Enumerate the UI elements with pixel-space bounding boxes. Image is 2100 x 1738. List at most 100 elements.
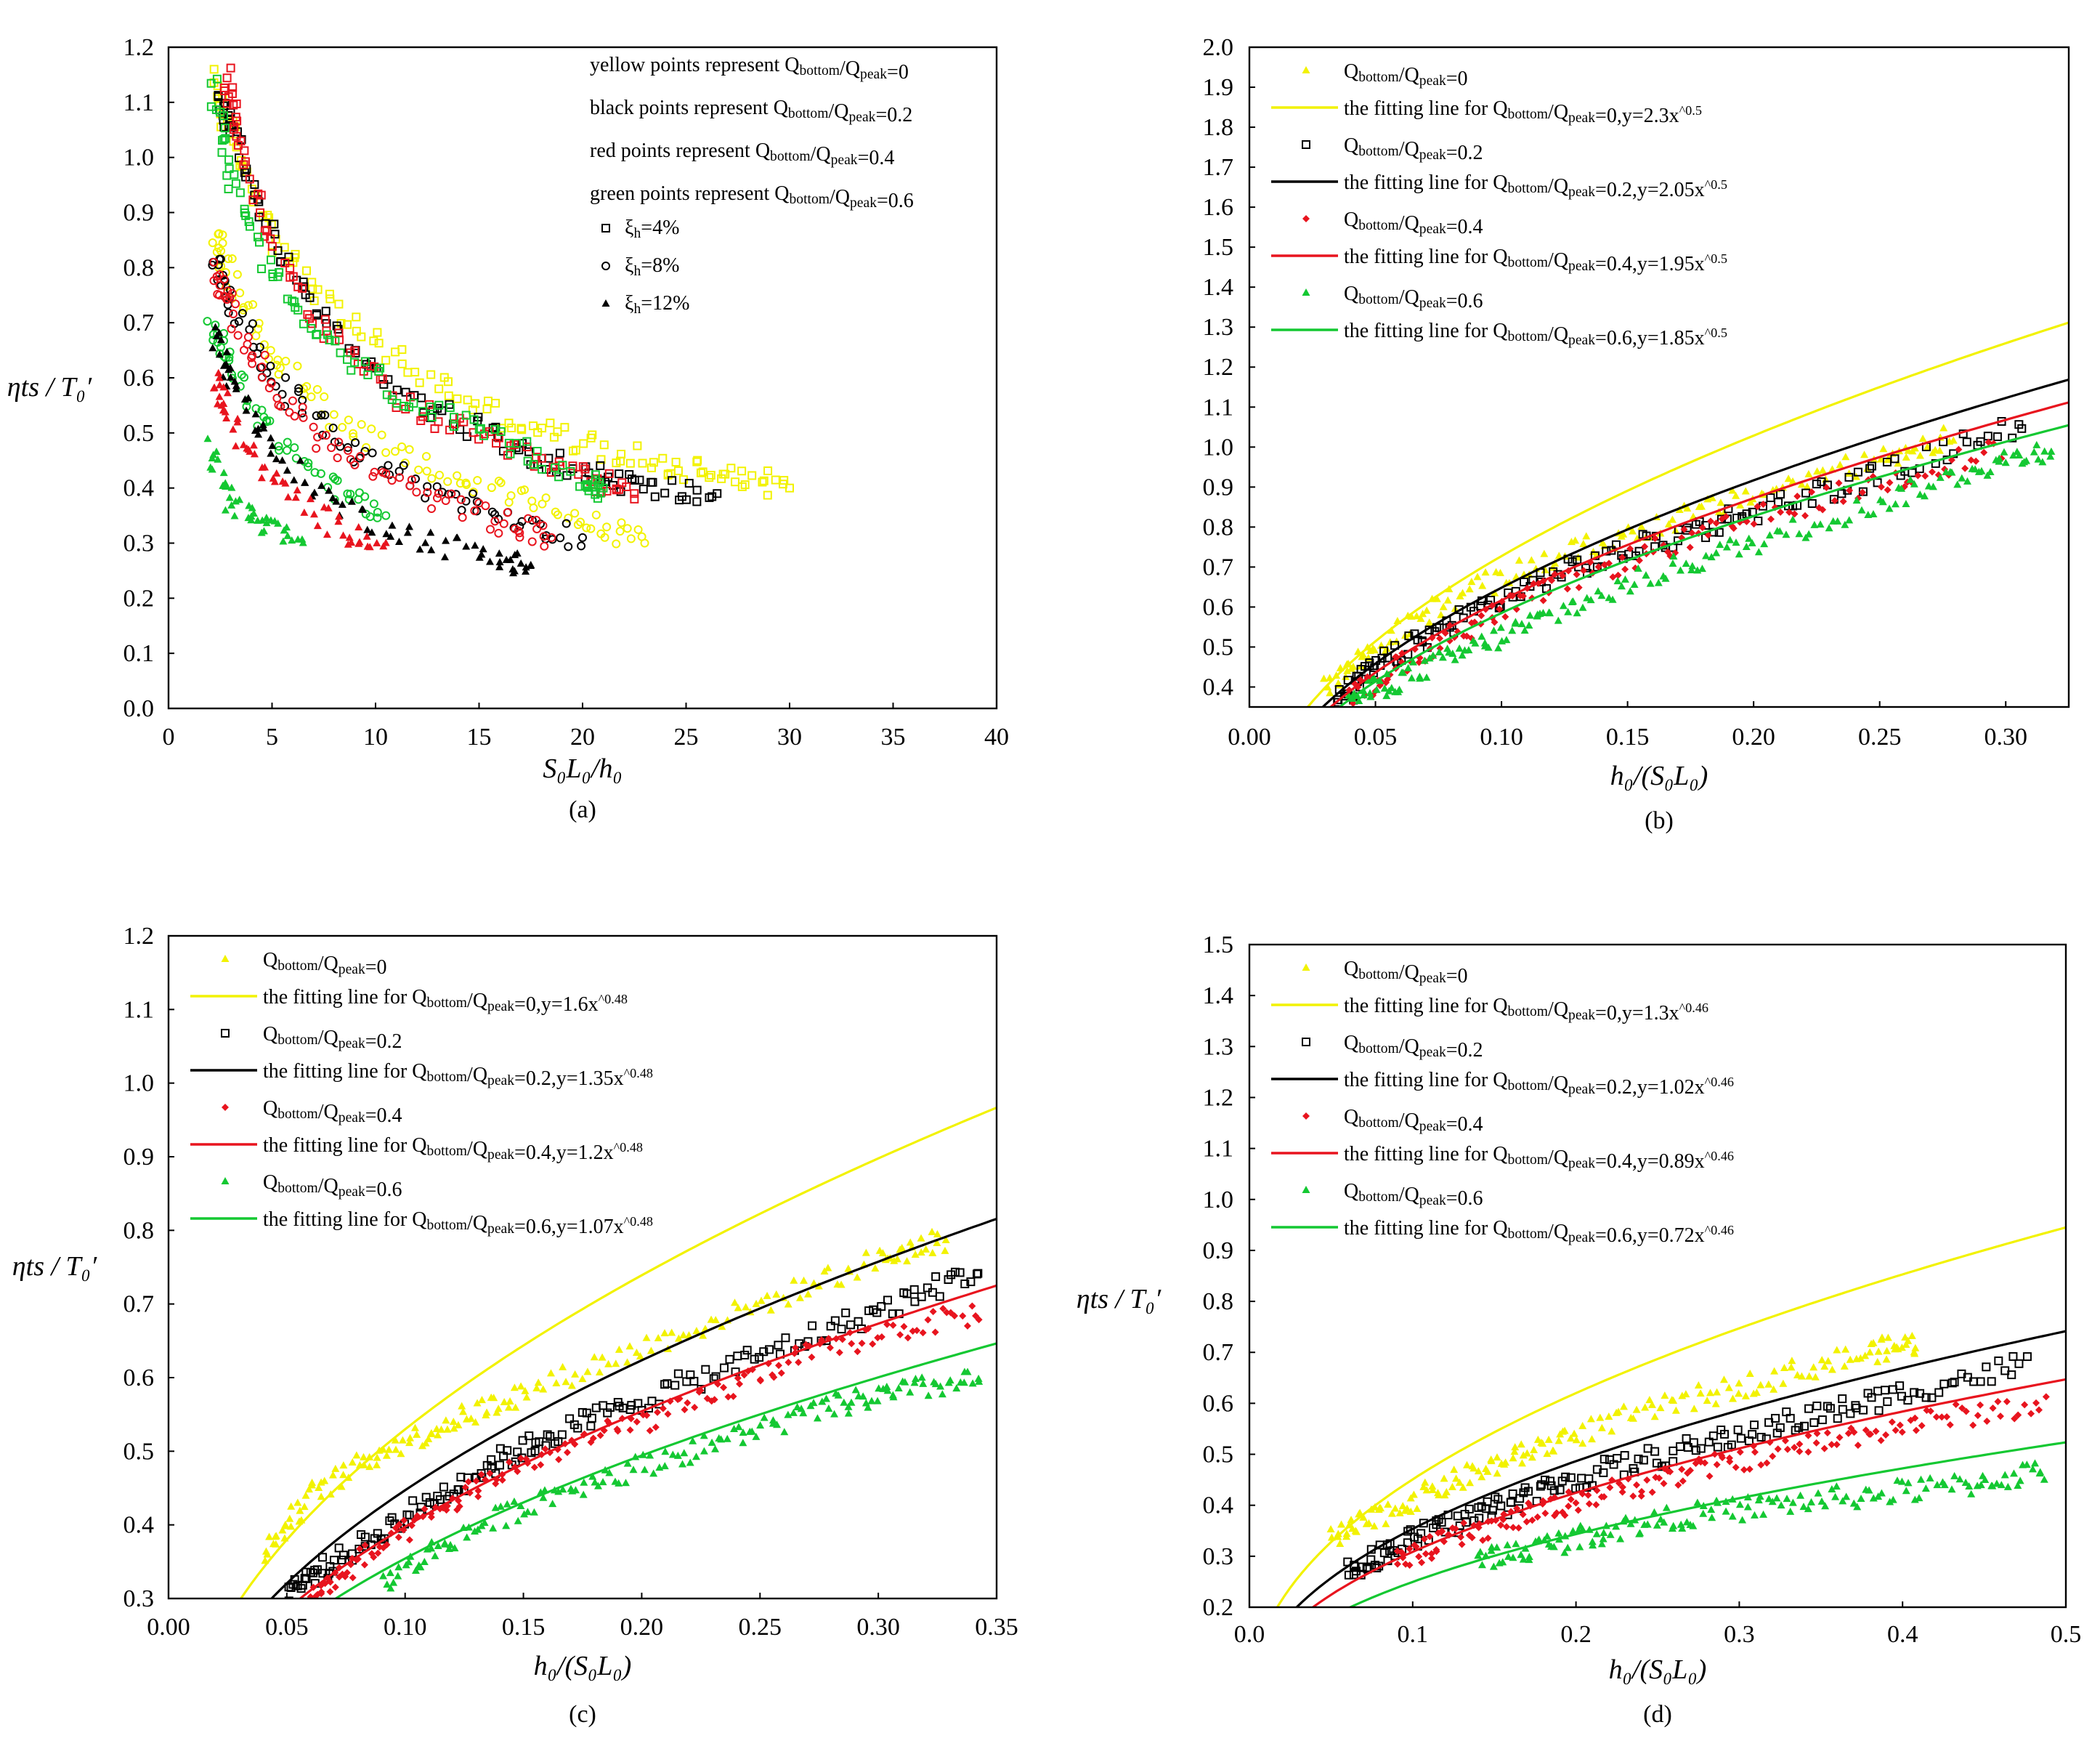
- data-point: [1669, 552, 1678, 560]
- data-point: [1538, 1439, 1547, 1447]
- data-point: [1727, 1440, 1736, 1450]
- data-point: [1780, 1364, 1788, 1372]
- data-point: [1858, 1405, 1868, 1415]
- data-point: [1579, 539, 1588, 547]
- data-point: [219, 83, 229, 92]
- data-point: [459, 1407, 468, 1415]
- data-point: [474, 1487, 482, 1495]
- data-point: [226, 63, 235, 73]
- data-point: [518, 1436, 527, 1445]
- data-point: [427, 474, 437, 483]
- series-9: [208, 323, 535, 577]
- panel-label: (d): [1643, 1701, 1672, 1728]
- data-point: [443, 377, 453, 387]
- data-point: [629, 1466, 638, 1474]
- data-point: [944, 1275, 953, 1285]
- x-tick-label: 0.35: [975, 1614, 1018, 1641]
- data-point: [221, 506, 230, 514]
- data-point: [1508, 1489, 1517, 1498]
- data-point: [1797, 1372, 1806, 1380]
- data-point: [596, 455, 606, 464]
- data-point: [1982, 1362, 1991, 1372]
- data-point: [257, 474, 266, 482]
- data-point: [224, 155, 234, 164]
- data-point: [1335, 681, 1344, 689]
- data-point: [405, 1511, 414, 1520]
- data-point: [1501, 1458, 1510, 1466]
- y-tick-label: 1.6: [1203, 194, 1234, 221]
- y-tick-label: 0.5: [123, 1438, 155, 1465]
- data-point: [1947, 1378, 1957, 1388]
- data-point: [1722, 543, 1731, 551]
- data-point: [257, 373, 267, 382]
- data-point: [1554, 1436, 1563, 1444]
- data-point: [1756, 1432, 1766, 1442]
- data-point: [1831, 497, 1838, 505]
- data-point: [878, 1248, 887, 1256]
- data-point: [1807, 498, 1817, 508]
- data-point: [1770, 1367, 1779, 1375]
- y-tick-label: 1.2: [1203, 354, 1234, 381]
- data-point: [646, 1451, 654, 1459]
- data-point: [660, 488, 670, 498]
- data-point: [246, 222, 255, 231]
- data-point: [1809, 1363, 1818, 1371]
- data-point: [1517, 620, 1526, 628]
- legend-entry: ξh=8%: [625, 254, 679, 279]
- data-point: [320, 315, 330, 324]
- data-point: [512, 439, 522, 448]
- data-point: [281, 356, 291, 365]
- data-point: [1794, 1423, 1804, 1432]
- data-point: [627, 1401, 636, 1410]
- data-point: [931, 1328, 939, 1336]
- data-point: [1707, 1505, 1716, 1513]
- data-point: [261, 463, 269, 471]
- data-point: [1967, 1490, 1976, 1497]
- data-point: [1629, 1492, 1637, 1500]
- data-point: [1783, 1495, 1791, 1503]
- data-point: [599, 1478, 607, 1486]
- data-point: [1546, 1476, 1555, 1486]
- data-point: [538, 424, 547, 433]
- data-point: [1735, 1389, 1743, 1397]
- data-point: [1888, 1418, 1896, 1426]
- data-point: [573, 520, 583, 530]
- data-point: [668, 1328, 676, 1336]
- data-point: [222, 294, 232, 304]
- data-point: [327, 443, 336, 453]
- data-point: [1735, 1379, 1743, 1387]
- y-axis-label: ηts / T₀′: [1077, 1284, 1162, 1314]
- legend-entry: the fitting line for Qbottom/Qpeak=0.2,y…: [1344, 1069, 1734, 1099]
- data-point: [919, 1329, 927, 1337]
- data-point: [693, 456, 702, 465]
- panel-label: (a): [569, 796, 596, 823]
- data-point: [1384, 1500, 1392, 1508]
- data-point: [837, 1280, 846, 1288]
- data-point: [442, 536, 450, 544]
- data-point: [268, 269, 277, 278]
- y-tick-label: 1.3: [1203, 314, 1234, 341]
- data-point: [1748, 538, 1756, 546]
- legend-entry: Qbottom/Qpeak=0: [263, 949, 387, 979]
- data-point: [227, 483, 236, 491]
- data-point: [338, 1551, 348, 1560]
- legend-marker: [1302, 1186, 1310, 1193]
- data-point: [276, 402, 285, 411]
- data-point: [1895, 1381, 1905, 1391]
- data-point: [917, 1248, 925, 1256]
- data-point: [1713, 1388, 1722, 1396]
- data-point: [578, 533, 587, 542]
- data-point: [1407, 674, 1416, 682]
- data-point: [229, 310, 238, 319]
- data-point: [900, 1322, 908, 1330]
- data-point: [274, 442, 283, 451]
- data-point: [563, 1448, 571, 1456]
- fit-line-4: [333, 1342, 997, 1598]
- legend-entry: the fitting line for Qbottom/Qpeak=0.4,y…: [263, 1134, 643, 1164]
- data-point: [1768, 1497, 1777, 1505]
- data-point: [1865, 1486, 1873, 1494]
- data-point: [254, 324, 263, 334]
- data-point: [496, 1502, 505, 1510]
- data-point: [646, 1426, 654, 1434]
- data-point: [232, 381, 240, 389]
